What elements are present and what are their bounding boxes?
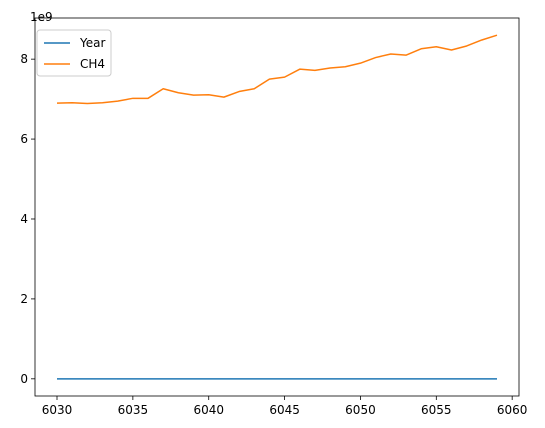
- y-tick-label: 6: [20, 132, 28, 146]
- x-tick-label: 6045: [269, 403, 300, 417]
- axes: 6030 6035 6040 6045 6050 6055 6060 0 2 4 6 8: [20, 17, 528, 417]
- x-tick-label: 6055: [421, 403, 452, 417]
- x-tick-label: 6030: [42, 403, 73, 417]
- series-line-ch4: [56, 34, 498, 105]
- y-axis-offset-label: 1e9: [30, 10, 53, 24]
- axes-frame: [34, 17, 520, 397]
- x-tick-label: 6040: [193, 403, 224, 417]
- x-tick-label: 6035: [118, 403, 149, 417]
- x-tick-label: 6050: [345, 403, 376, 417]
- legend: Year CH4: [36, 29, 112, 77]
- plot-area: [56, 34, 498, 380]
- y-tick-label: 4: [20, 212, 28, 226]
- y-tick-label: 0: [20, 372, 28, 386]
- legend-label-ch4: CH4: [80, 57, 105, 71]
- y-tick-label: 2: [20, 292, 28, 306]
- legend-label-year: Year: [79, 36, 105, 50]
- y-tick-label: 8: [20, 52, 28, 66]
- x-tick-label: 6060: [497, 403, 528, 417]
